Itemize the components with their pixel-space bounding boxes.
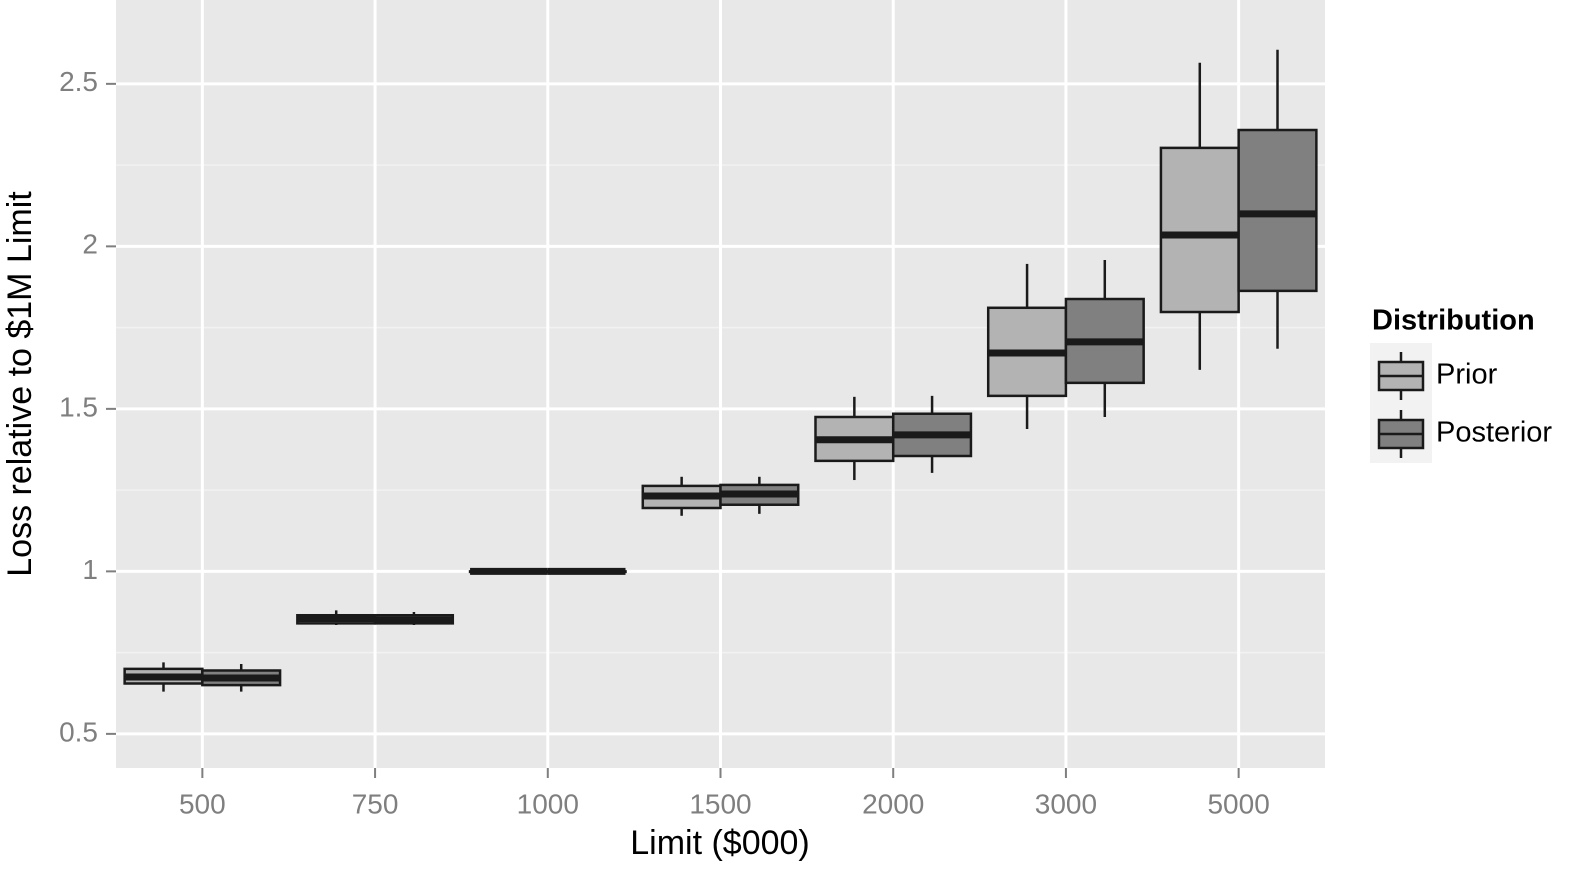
x-tick-label: 1500 <box>689 788 751 819</box>
legend-label: Posterior <box>1436 417 1552 449</box>
x-tick-label: 1000 <box>517 788 579 819</box>
y-tick-label: 0.5 <box>59 716 98 747</box>
y-tick-label: 1 <box>82 554 98 585</box>
x-tick-label: 3000 <box>1035 788 1097 819</box>
legend-label: Prior <box>1436 359 1498 391</box>
x-tick-label: 2000 <box>862 788 924 819</box>
x-axis-title: Limit ($000) <box>630 824 810 862</box>
legend-title: Distribution <box>1372 305 1535 337</box>
plot-marks <box>123 49 1318 692</box>
y-tick-label: 1.5 <box>59 391 98 422</box>
x-tick-label: 500 <box>179 788 226 819</box>
box <box>1159 146 1240 314</box>
x-tick-label: 750 <box>352 788 399 819</box>
y-axis-title: Loss relative to $1M Limit <box>1 191 39 577</box>
x-tick-label: 5000 <box>1207 788 1269 819</box>
y-tick-label: 2 <box>82 229 98 260</box>
y-tick-label: 2.5 <box>59 66 98 97</box>
